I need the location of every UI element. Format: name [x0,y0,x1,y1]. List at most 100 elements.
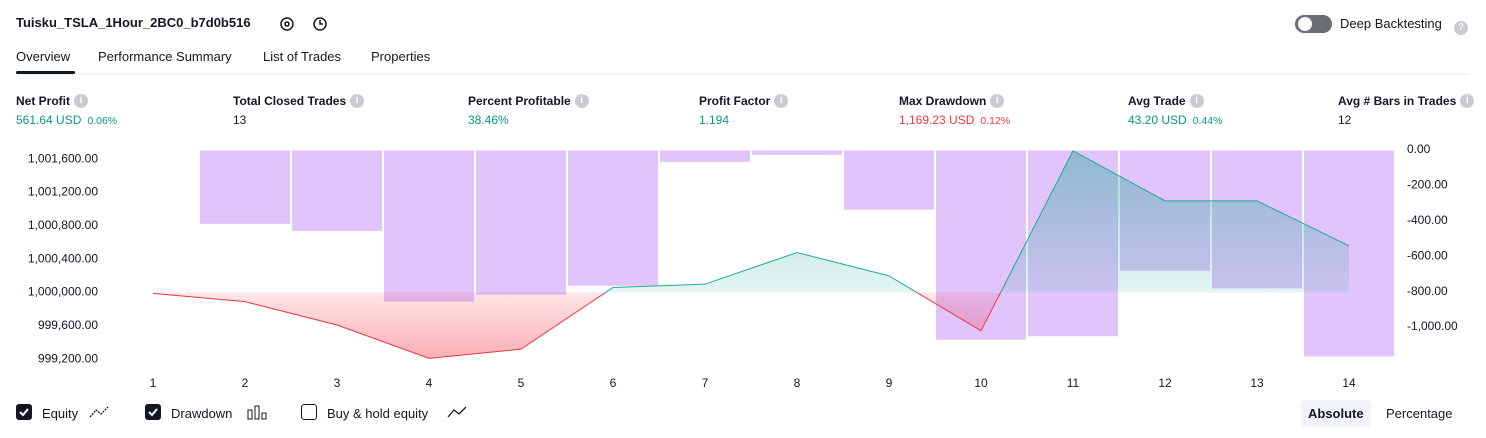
equity-area [153,150,1349,293]
drawdown-bar [567,149,659,287]
x-tick-label: 4 [426,376,433,390]
active-tab-indicator [16,71,75,74]
alert-icon[interactable] [313,17,327,31]
metric-label: Avg # Bars in Trades i [1338,94,1475,108]
info-icon[interactable]: i [990,94,1005,108]
x-tick-label: 6 [610,376,617,390]
settings-icon-center [284,21,290,27]
x-tick-label: 14 [1342,376,1356,390]
drawdown-bar [291,149,383,232]
header-icons [280,17,327,31]
y2-tick-label: -600.00 [1407,248,1448,262]
legend-icon [247,405,267,420]
metric-percent: 0.44% [1192,115,1223,127]
toggle-label: Deep Backtesting [1340,16,1442,31]
legend-checkbox[interactable] [301,404,317,420]
legend-icon [89,406,109,418]
deep-backtesting-toggle[interactable] [1294,13,1334,35]
legend-icon [447,406,467,418]
alert-icon-hand [319,20,323,25]
tab[interactable]: List of Trades [263,49,342,64]
equity-area [153,292,1349,359]
x-tick-label: 11 [1067,376,1080,390]
y2-tick-label: -400.00 [1407,213,1448,227]
x-tick-label: 13 [1250,376,1264,390]
metric-label: Total Closed Trades i [233,94,365,108]
metric-value: 38.46% [468,113,509,127]
tab[interactable]: Properties [371,49,431,64]
info-icon[interactable]: i [1460,94,1475,108]
x-tick-label: 3 [334,376,341,390]
y-tick-label: 1,000,800.00 [28,218,98,232]
info-icon[interactable]: i [774,94,789,108]
drawdown-bar [199,149,291,225]
x-tick-label: 8 [794,376,801,390]
legend-label: Drawdown [171,406,233,421]
drawdown-bar [843,149,935,211]
drawdown-bar [475,149,567,296]
metric-value-text: 43.20 USD [1128,113,1187,127]
metric-label-text: Total Closed Trades [233,94,347,108]
y-tick-label: 999,200.00 [38,351,98,365]
y-tick-label: 1,000,400.00 [28,251,98,265]
metric-label: Profit Factor i [699,94,789,108]
metric-value: 1.194 [699,113,729,127]
info-icon[interactable]: i [1189,94,1204,108]
y2-tick-label: -800.00 [1407,284,1448,298]
metric-value-text: 12 [1338,113,1352,127]
settings-icon[interactable] [280,17,294,31]
metric-percent: 0.06% [87,115,118,127]
strategy-title: Tuisku_TSLA_1Hour_2BC0_b7d0b516 [16,15,251,30]
x-tick-label: 1 [150,376,157,390]
info-icon[interactable]: i [350,94,365,108]
metric-label: Percent Profitable i [468,94,589,108]
tab[interactable]: Performance Summary [98,49,232,64]
legend-label: Buy & hold equity [327,406,429,421]
metric-value: 13 [233,113,246,127]
info-icon[interactable]: i [74,94,88,108]
metric-value-text: 13 [233,113,247,127]
mode-button[interactable]: Percentage [1386,406,1453,421]
drawdown-bar [751,149,843,156]
y-tick-label: 1,001,600.00 [28,151,98,165]
metric-label-text: Net Profit [16,94,70,108]
drawdown-bar [383,149,475,303]
metric-percent: 0.12% [980,115,1011,127]
metric-label: Max Drawdown i [899,94,1005,108]
metric-label: Net Profit i [16,94,88,108]
legend-checkbox[interactable] [16,404,32,420]
toggle-knob [1298,17,1312,31]
tab[interactable]: Overview [16,49,71,64]
y2-tick-label: -200.00 [1407,178,1448,192]
metric-label-text: Avg # Bars in Trades [1338,94,1457,108]
mode-button[interactable]: Absolute [1301,400,1371,427]
metric-label: Avg Trade i [1128,94,1204,108]
metric-value: 43.20 USD 0.44% [1128,113,1222,127]
y2-tick-label: 0.00 [1407,142,1431,156]
metric-value-text: 1,169.23 USD [899,113,975,127]
y-tick-label: 1,000,000.00 [28,285,98,299]
metric-label-text: Avg Trade [1128,94,1186,108]
metric-value: 12 [1338,113,1351,127]
x-tick-label: 5 [518,376,525,390]
metric-label-text: Max Drawdown [899,94,987,108]
info-icon[interactable]: i [574,94,589,108]
x-tick-label: 10 [974,376,988,390]
x-tick-label: 2 [242,376,249,390]
equity-line [604,150,1350,293]
x-tick-label: 7 [702,376,709,390]
legend-checkbox[interactable] [145,404,161,420]
drawdown-bar [107,149,199,152]
metric-value: 1,169.23 USD 0.12% [899,113,1010,127]
checkmark [148,408,158,417]
y-tick-label: 999,600.00 [38,318,98,332]
legend-label: Equity [42,406,79,421]
x-tick-label: 9 [886,376,893,390]
metric-value-text: 561.64 USD [16,113,82,127]
drawdown-bar [659,149,751,163]
y2-tick-label: -1,000.00 [1407,319,1458,333]
metric-value-text: 1.194 [699,113,730,127]
x-tick-label: 12 [1158,376,1172,390]
help-icon[interactable]: ? [1454,21,1468,35]
